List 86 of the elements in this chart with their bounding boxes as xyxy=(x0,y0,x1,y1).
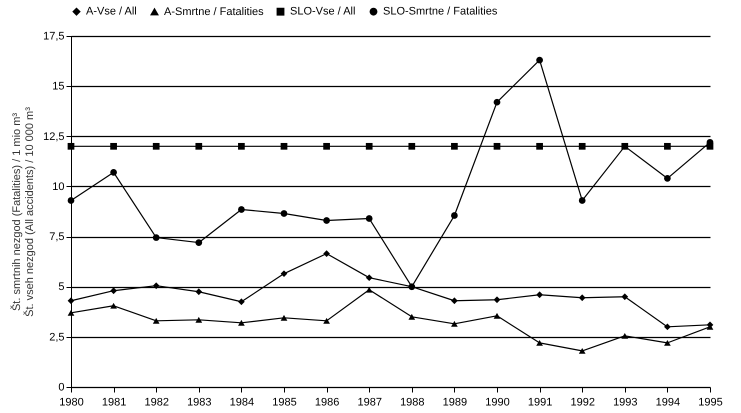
point xyxy=(110,142,117,150)
point xyxy=(323,250,330,257)
y-tick-label: 2,5 xyxy=(49,331,64,344)
point xyxy=(195,288,202,296)
point xyxy=(536,142,543,150)
x-tick-label: 1986 xyxy=(314,396,340,408)
point xyxy=(280,142,288,150)
point xyxy=(408,314,416,320)
point xyxy=(110,302,117,309)
y-tick-label: 10 xyxy=(52,180,64,193)
y-tick-label: 12,5 xyxy=(43,130,64,143)
point xyxy=(195,142,202,150)
legend-label: SLO-Smrtne / Fatalities xyxy=(383,6,498,18)
point xyxy=(152,234,160,241)
point xyxy=(323,142,330,150)
point xyxy=(536,56,543,64)
point xyxy=(238,320,245,326)
x-tick-label: 1991 xyxy=(528,396,552,408)
point xyxy=(408,283,416,290)
point xyxy=(280,270,288,278)
point xyxy=(536,340,543,346)
point xyxy=(494,98,500,106)
x-tick-label: 1984 xyxy=(230,396,254,408)
point xyxy=(536,291,543,298)
y-tick-label: 17,5 xyxy=(43,30,64,42)
point xyxy=(280,314,288,321)
point xyxy=(152,142,160,150)
point xyxy=(451,297,458,304)
point xyxy=(110,287,117,294)
point xyxy=(621,293,628,300)
y-axis-title: Št. smrtnih nezgod (Fatalities) / 1 mio m³ Št. vseh nezgod (All accidents) / 10 000 m³ xyxy=(10,106,36,317)
point xyxy=(664,142,671,150)
point xyxy=(366,142,373,150)
x-tick-label: 1992 xyxy=(570,396,595,408)
point xyxy=(664,340,671,346)
point xyxy=(68,142,74,150)
point xyxy=(68,310,74,316)
point xyxy=(195,239,202,246)
point xyxy=(578,197,586,204)
x-tick-label: 1982 xyxy=(144,396,169,408)
point xyxy=(578,142,586,150)
x-tick-label: 1985 xyxy=(272,396,297,408)
point xyxy=(494,296,500,304)
point xyxy=(68,197,74,204)
point xyxy=(408,142,416,150)
legend-label: A-Vse / All xyxy=(86,6,137,18)
point xyxy=(195,316,202,323)
y-tick-label: 7,5 xyxy=(49,231,64,244)
point xyxy=(578,348,586,354)
point xyxy=(451,320,458,327)
point xyxy=(323,217,330,224)
point xyxy=(366,215,373,222)
point xyxy=(152,282,160,290)
point xyxy=(664,175,671,182)
point xyxy=(494,312,500,319)
x-tick-label: 1983 xyxy=(187,396,212,408)
point xyxy=(494,142,500,150)
y-tick-label: 15 xyxy=(52,80,64,93)
x-tick-label: 1990 xyxy=(485,396,510,408)
x-tick-label: 1980 xyxy=(59,396,84,408)
x-tick-label: 1994 xyxy=(656,396,680,408)
point xyxy=(451,212,458,219)
y-tick-label: 0 xyxy=(58,382,64,394)
x-tick-label: 1988 xyxy=(400,396,425,408)
point xyxy=(238,298,245,306)
x-tick-label: 1989 xyxy=(442,396,468,408)
legend-label: SLO-Vse / All xyxy=(290,6,356,18)
point xyxy=(323,318,330,324)
point xyxy=(152,318,160,324)
point xyxy=(621,332,628,339)
x-tick-label: 1995 xyxy=(698,396,723,408)
point xyxy=(451,142,458,150)
y-tick-label: 5 xyxy=(58,281,64,294)
point xyxy=(68,297,74,304)
point xyxy=(664,323,671,330)
x-tick-label: 1993 xyxy=(613,396,638,408)
point xyxy=(280,210,288,217)
point xyxy=(366,286,373,293)
point xyxy=(578,294,586,302)
point xyxy=(238,206,245,213)
legend-label: A-Smrtne / Fatalities xyxy=(164,6,264,18)
point xyxy=(366,274,373,282)
point xyxy=(238,142,245,150)
x-tick-label: 1987 xyxy=(357,396,382,408)
x-tick-label: 1981 xyxy=(102,396,126,408)
point xyxy=(110,169,117,176)
